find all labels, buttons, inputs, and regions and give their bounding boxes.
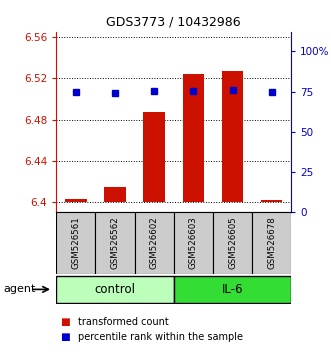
Text: percentile rank within the sample: percentile rank within the sample bbox=[78, 332, 243, 342]
Text: GSM526561: GSM526561 bbox=[71, 216, 80, 269]
Text: GSM526603: GSM526603 bbox=[189, 216, 198, 269]
Text: IL-6: IL-6 bbox=[222, 283, 243, 296]
Bar bbox=[174, 276, 291, 303]
Text: agent: agent bbox=[3, 284, 36, 295]
Bar bbox=[135, 212, 174, 274]
Text: transformed count: transformed count bbox=[78, 317, 168, 327]
Text: GSM526678: GSM526678 bbox=[267, 216, 276, 269]
Text: control: control bbox=[95, 283, 135, 296]
Bar bbox=[222, 71, 243, 202]
Bar bbox=[261, 200, 282, 202]
Bar bbox=[183, 74, 204, 202]
Text: GDS3773 / 10432986: GDS3773 / 10432986 bbox=[107, 16, 241, 29]
Text: ■: ■ bbox=[60, 317, 69, 327]
Text: GSM526602: GSM526602 bbox=[150, 216, 159, 269]
Text: GSM526605: GSM526605 bbox=[228, 216, 237, 269]
Text: ■: ■ bbox=[60, 332, 69, 342]
Bar bbox=[56, 276, 174, 303]
Bar bbox=[213, 212, 252, 274]
Bar bbox=[65, 199, 87, 202]
Bar bbox=[95, 212, 135, 274]
Bar bbox=[143, 112, 165, 202]
Bar bbox=[104, 187, 126, 202]
Bar bbox=[56, 212, 95, 274]
Bar bbox=[174, 212, 213, 274]
Text: GSM526562: GSM526562 bbox=[111, 216, 119, 269]
Bar bbox=[252, 212, 291, 274]
